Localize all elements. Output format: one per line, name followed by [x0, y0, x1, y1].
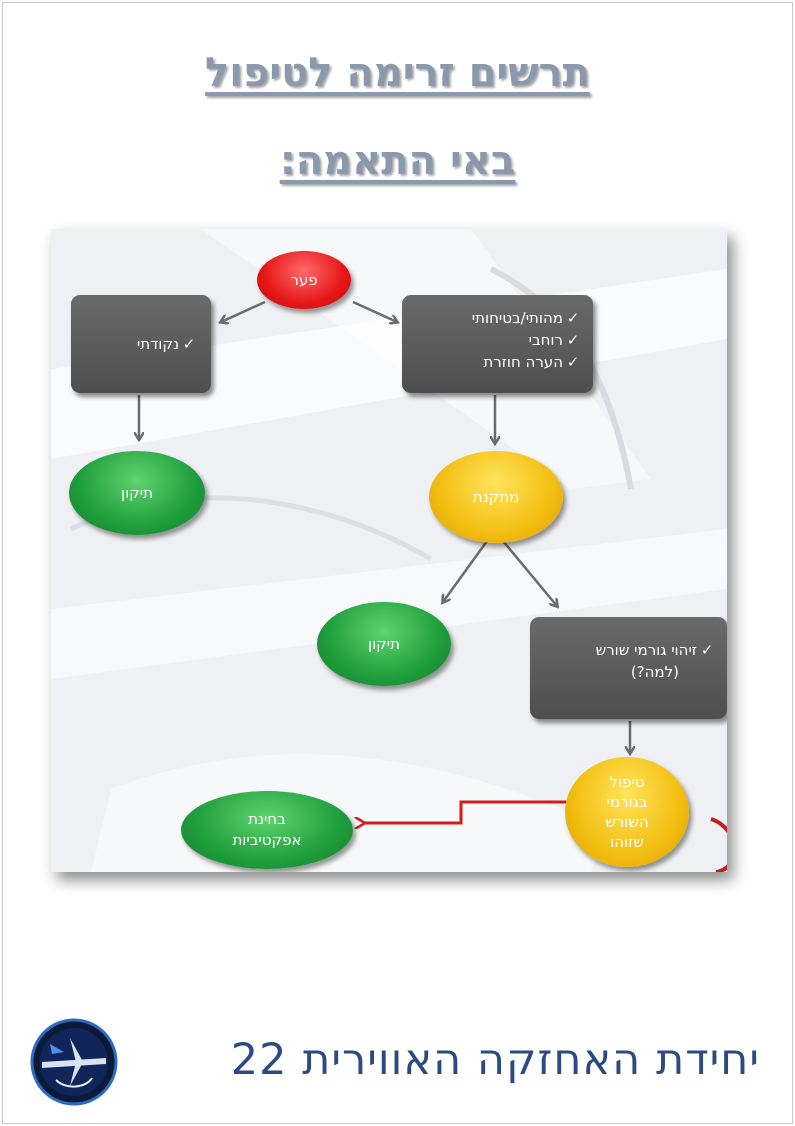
systemic-item-label: מהותי/בטיחותי [471, 309, 563, 327]
check-icon: ✓ [700, 641, 714, 659]
root-cause-row: ✓ זיהוי גורמי שורש [530, 639, 717, 661]
page-title: תרשים זרימה לטיפול [205, 50, 590, 96]
treatment-line: טיפול [609, 773, 645, 791]
systemic-item-label: הערה חוזרת [483, 353, 563, 371]
root-cause-box: ✓ זיהוי גורמי שורש (למה?) [530, 617, 727, 719]
treatment-node: טיפול בגורמי השורש שזוהו [565, 757, 689, 867]
treatment-line: שזוהו [610, 833, 644, 851]
point-label: נקודתי [136, 335, 179, 353]
root-cause-label: זיהוי גורמי שורש [595, 641, 697, 659]
point-row: ✓ נקודתי [71, 333, 199, 355]
check-icon: ✓ [566, 331, 580, 349]
treatment-line: בגורמי [606, 793, 648, 811]
effectiveness-node: בחינת אפקטיביות [181, 791, 353, 869]
bg-lower-shape [91, 754, 611, 872]
fix-node-2: תיקון [317, 602, 451, 686]
gap-node: פער [257, 251, 351, 309]
arrow-corrective-to-rootcause [502, 540, 557, 606]
systemic-row: ✓ הערה חוזרת [402, 351, 583, 373]
systemic-box: ✓ מהותי/בטיחותי ✓ רוחבי ✓ הערה חוזרת [402, 295, 593, 393]
fix-label-2: תיקון [367, 635, 401, 653]
systemic-row: ✓ רוחבי [402, 329, 583, 351]
check-icon: ✓ [182, 335, 196, 353]
systemic-item-label: רוחבי [528, 331, 563, 349]
treatment-line: השורש [605, 813, 649, 831]
page-subtitle: באי התאמה: [279, 138, 516, 184]
root-cause-question: (למה?) [630, 663, 679, 681]
fix-label: תיקון [120, 484, 154, 502]
unit-logo-icon [30, 1018, 118, 1106]
arrow-gap-to-point [221, 300, 266, 322]
fix-node: תיקון [69, 451, 205, 535]
arrow-treatment-to-effectiveness [363, 800, 567, 823]
corrective-node: מתקנת [429, 451, 563, 543]
check-icon: ✓ [566, 353, 580, 371]
arrow-gap-to-systemic [352, 300, 397, 322]
check-icon: ✓ [566, 309, 580, 327]
footer-unit-name: יחידת האחזקה האווירית 22 [230, 1035, 760, 1085]
effectiveness-line: בחינת [248, 810, 286, 828]
corrective-label: מתקנת [472, 488, 520, 506]
arrow-corrective-to-fix [443, 540, 489, 602]
gap-label: פער [290, 271, 318, 289]
flowchart: פער ✓ נקודתי ✓ מהותי/בטיחותי ✓ רוחבי ✓ ה… [51, 229, 727, 872]
bg-red-edge [710, 817, 727, 872]
systemic-row: ✓ מהותי/בטיחותי [402, 307, 583, 329]
point-box: ✓ נקודתי [71, 295, 211, 393]
root-cause-row-2: (למה?) [530, 661, 717, 683]
effectiveness-line: אפקטיביות [232, 831, 302, 849]
